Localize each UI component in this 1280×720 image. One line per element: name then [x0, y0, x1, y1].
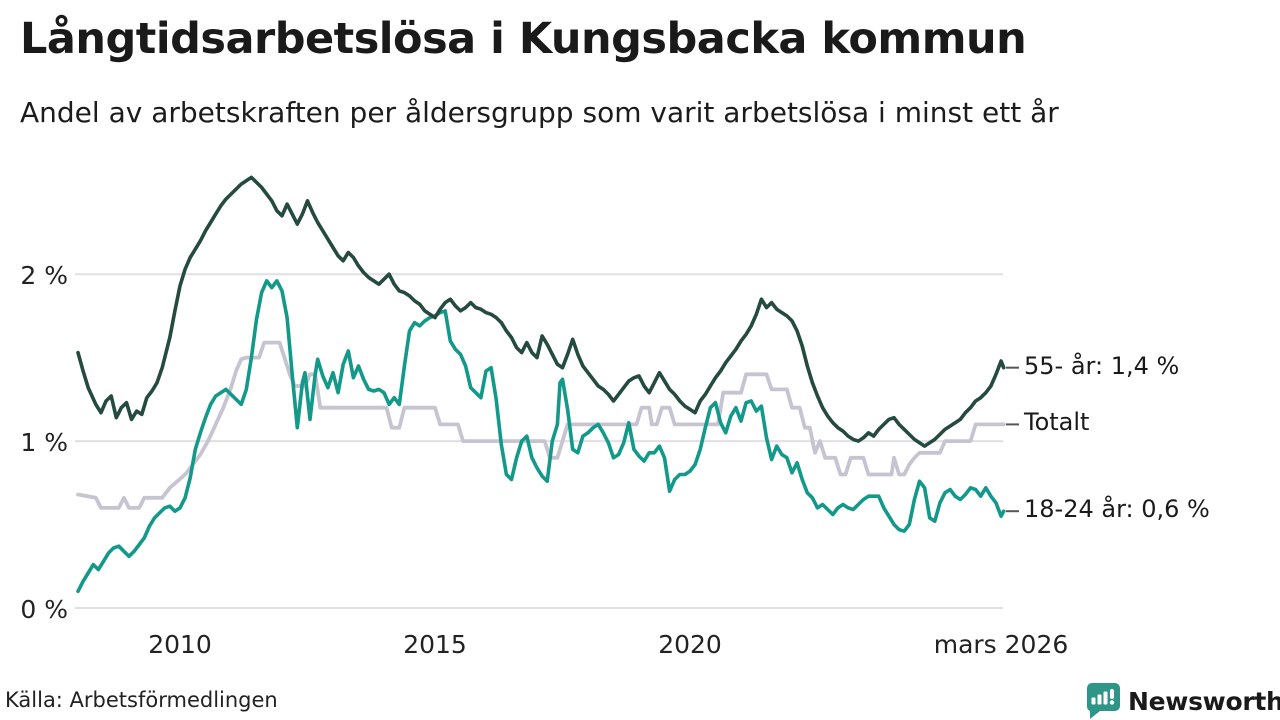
x-tick-2020: 2020	[658, 630, 722, 659]
brand-name: Newsworthy	[1128, 686, 1280, 716]
x-tick-2015: 2015	[403, 630, 467, 659]
newsworthy-logo-icon	[1086, 683, 1120, 719]
page-subtitle: Andel av arbetskraften per åldersgrupp s…	[20, 96, 1059, 129]
series-label-totalt: Totalt	[1024, 408, 1090, 437]
page-title: Långtidsarbetslösa i Kungsbacka kommun	[20, 14, 1027, 64]
y-tick-0pct: 0 %	[20, 595, 68, 624]
series-line-totalt	[76, 340, 1006, 510]
y-tick-2pct: 2 %	[20, 261, 68, 290]
series-label-age55: 55- år: 1,4 %	[1024, 351, 1180, 380]
x-tick-2010: 2010	[148, 630, 212, 659]
x-tick-mars-2026: mars 2026	[933, 630, 1069, 659]
brand-lockup: Newsworthy	[1083, 682, 1280, 720]
series-line-age55	[76, 175, 1006, 448]
y-tick-1pct: 1 %	[20, 428, 68, 457]
series-label-age1824: 18-24 år: 0,6 %	[1024, 495, 1210, 524]
series-line-age1824	[76, 279, 1006, 594]
source-note: Källa: Arbetsförmedlingen	[5, 688, 278, 712]
